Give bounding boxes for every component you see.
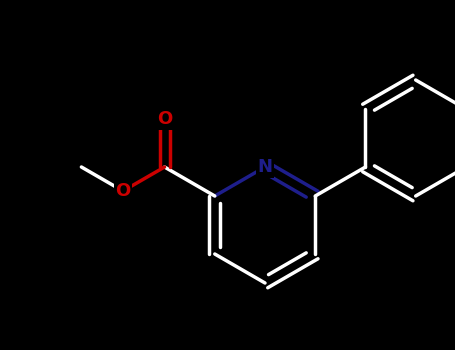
Text: O: O — [157, 110, 172, 128]
Text: O: O — [116, 182, 131, 200]
Text: N: N — [258, 158, 273, 176]
